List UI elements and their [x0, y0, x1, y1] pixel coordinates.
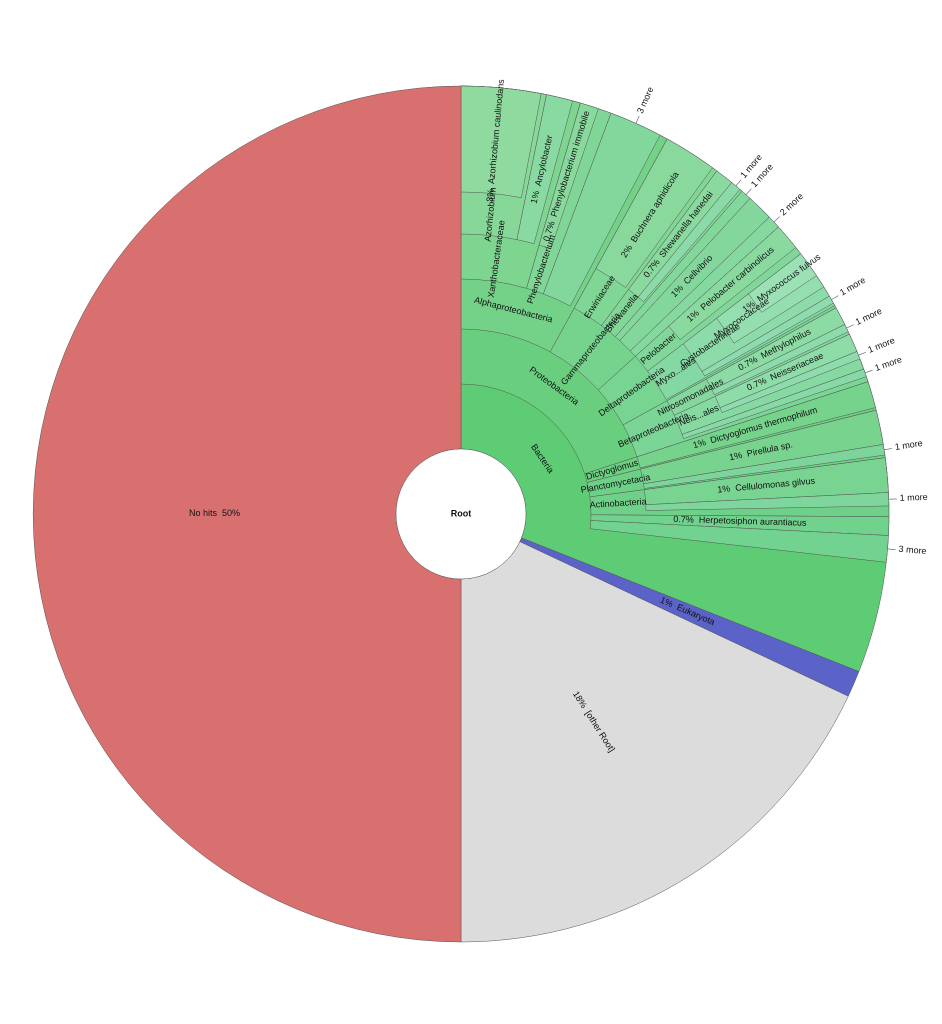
- sector: [636, 381, 876, 469]
- sector: [645, 492, 890, 511]
- node-label: 1 more: [867, 335, 897, 355]
- leader-line: [864, 369, 873, 374]
- leader-line: [884, 448, 893, 451]
- leader-line: [635, 115, 640, 124]
- sector: [589, 520, 889, 563]
- node-name: 1 more: [894, 438, 923, 452]
- node-label: 2 more: [778, 191, 805, 217]
- node-label: 1 more: [838, 275, 867, 298]
- sector: [711, 324, 849, 396]
- leader-line: [773, 216, 780, 223]
- node-name: 1 more: [854, 306, 884, 327]
- sector: [668, 226, 797, 340]
- node-name: 1 more: [900, 492, 928, 503]
- node-name: 1 more: [874, 355, 904, 374]
- sector: [516, 94, 573, 244]
- node-name: Herpetosiphon aurantiacus: [699, 515, 807, 528]
- sector: [460, 85, 542, 198]
- center-hole: [395, 448, 527, 580]
- value-label: 1%: [717, 484, 731, 495]
- leader-line: [846, 324, 854, 329]
- sector: [543, 112, 661, 307]
- leader-line: [858, 351, 866, 356]
- node-name: 1 more: [838, 275, 867, 298]
- sector: [701, 295, 834, 377]
- node-name: 3 more: [898, 544, 927, 556]
- node-name: 1 more: [867, 335, 897, 355]
- value-label: 50%: [222, 508, 240, 518]
- node-label: 1 more: [894, 438, 923, 452]
- node-label: No hits 50%: [189, 508, 240, 518]
- node-label: 1 more: [854, 306, 884, 327]
- value-label: 1%: [529, 190, 542, 205]
- sector: [595, 138, 713, 288]
- node-label: 1 more: [874, 355, 904, 374]
- value-label: 1%: [728, 450, 743, 462]
- node-name: 2 more: [778, 191, 805, 217]
- sector: [538, 102, 599, 250]
- leader-line: [735, 179, 742, 187]
- node-name: 3 more: [635, 85, 656, 115]
- sector: [719, 351, 861, 413]
- sector: [643, 444, 886, 489]
- node-label: 1 more: [900, 492, 928, 503]
- value-label: 1%: [692, 437, 707, 450]
- sector: [748, 253, 817, 313]
- sectors: [32, 85, 890, 943]
- node-label: Actinobacteria: [589, 497, 647, 511]
- leader-line: [831, 295, 839, 300]
- sector: [681, 368, 867, 439]
- value-label: 3%: [485, 188, 496, 202]
- node-label: 3 more: [635, 85, 656, 115]
- node-label: 0.7% Herpetosiphon aurantiacus: [673, 514, 807, 528]
- node-name: Actinobacteria: [589, 497, 647, 511]
- root-label: Root: [451, 508, 472, 518]
- node-label: 3 more: [898, 544, 927, 556]
- leader-line: [745, 188, 752, 195]
- value-label: 0.7%: [673, 514, 694, 525]
- sector: [637, 182, 741, 303]
- value-label: 1%: [659, 595, 675, 609]
- node-name: No hits: [189, 508, 218, 518]
- leader-line: [887, 548, 896, 550]
